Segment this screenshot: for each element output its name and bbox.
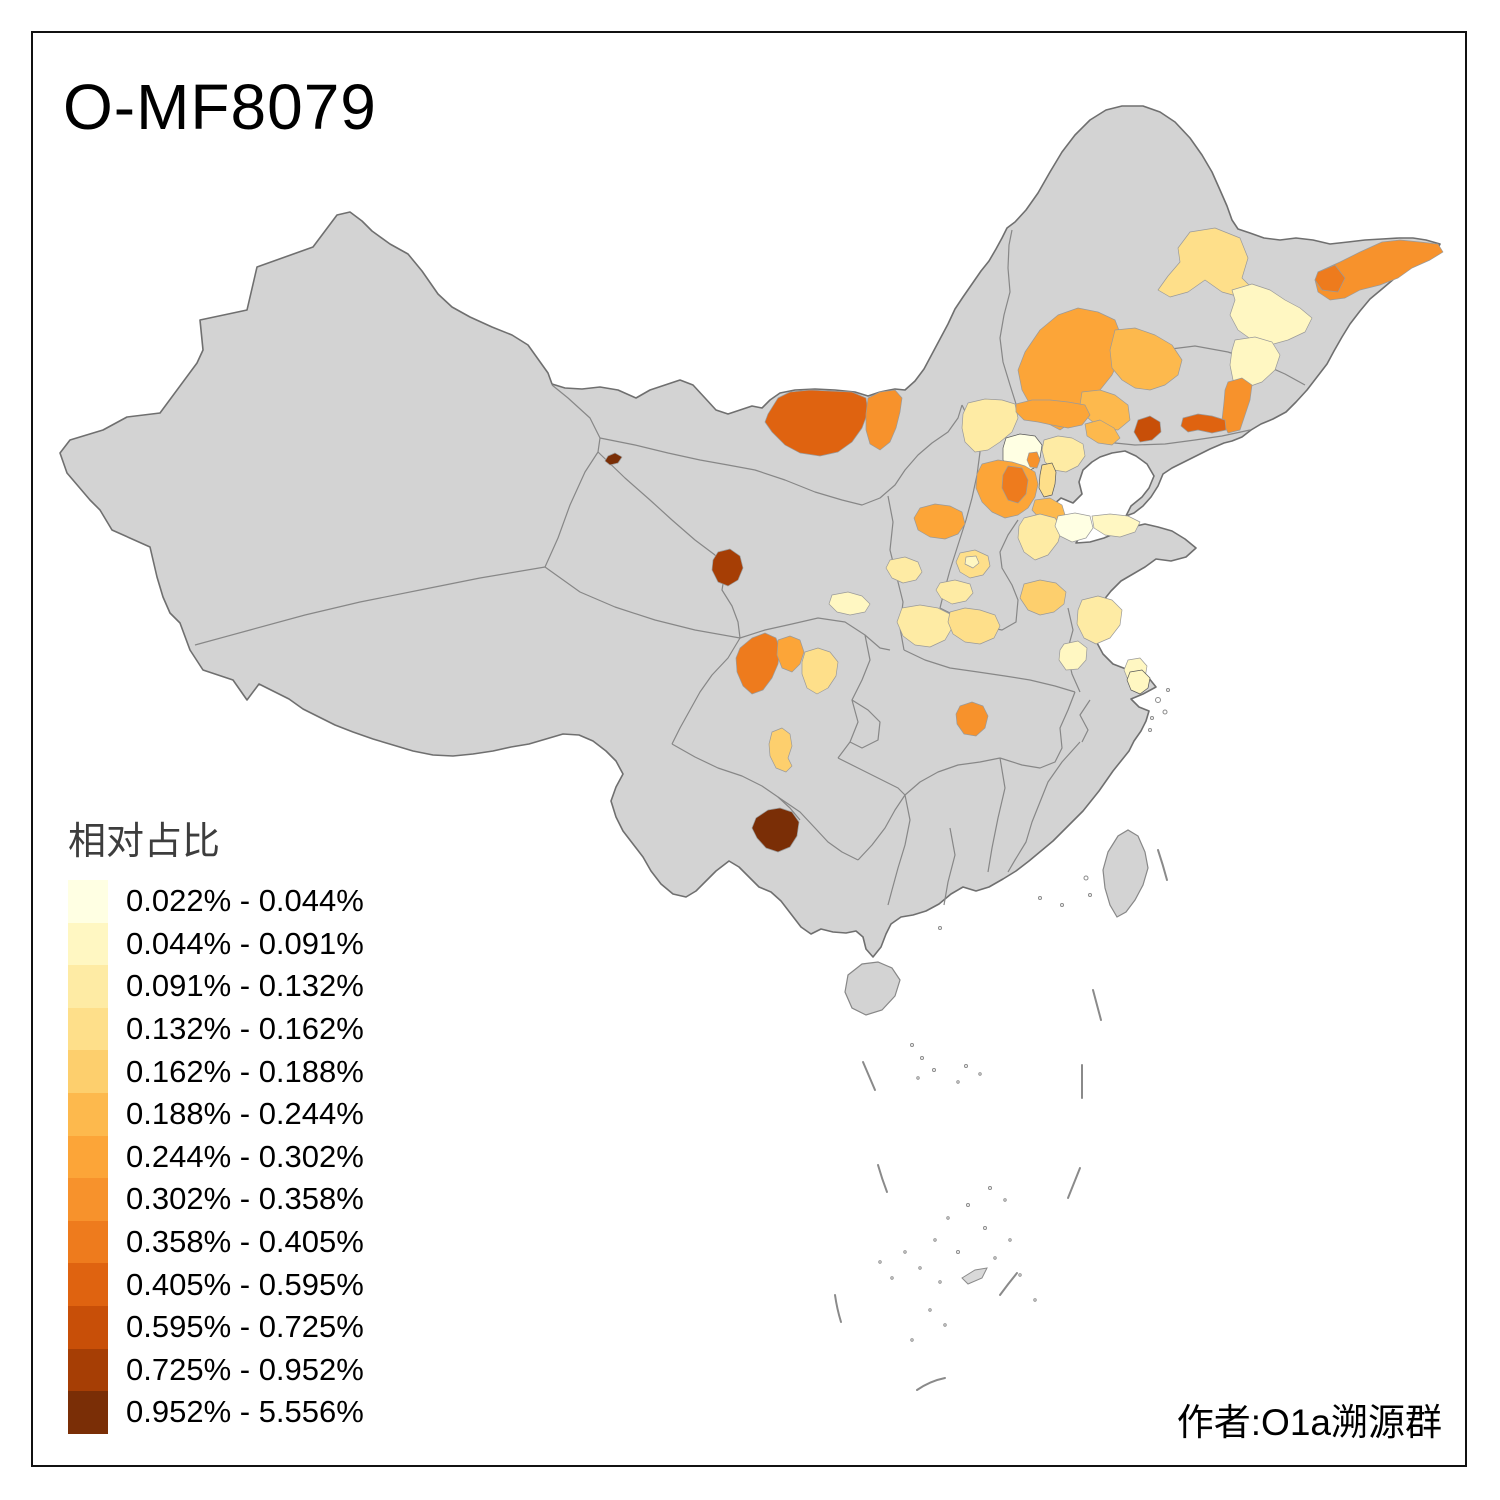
legend-row: 0.358% - 0.405% (68, 1220, 364, 1264)
map-region (1157, 227, 1253, 298)
map-region (1314, 239, 1444, 301)
map-region (1126, 669, 1151, 695)
legend-label: 0.044% - 0.091% (126, 925, 364, 961)
taiwan-island (1102, 829, 1149, 918)
colored-regions (604, 227, 1444, 853)
map-region (604, 452, 623, 466)
map-region (801, 647, 839, 695)
legend-swatch (68, 1391, 108, 1434)
map-region (828, 591, 871, 616)
map-region (1133, 415, 1162, 443)
legend-label: 0.952% - 5.556% (126, 1394, 364, 1430)
legend-label: 0.188% - 0.244% (126, 1096, 364, 1132)
legend-swatch (68, 1178, 108, 1221)
legend: 相对占比 0.022% - 0.044% 0.044% - 0.091% 0.091… (68, 810, 364, 1434)
map-region (1038, 462, 1057, 498)
legend-row: 0.091% - 0.132% (68, 965, 364, 1008)
legend-label: 0.244% - 0.302% (126, 1138, 364, 1174)
legend-row: 0.022% - 0.044% (68, 880, 364, 923)
map-region (1229, 283, 1313, 346)
legend-row: 0.595% - 0.725% (68, 1305, 364, 1349)
map-region (1229, 336, 1281, 389)
hainan-island (844, 961, 901, 1016)
legend-swatch (68, 922, 108, 966)
map-region (1015, 399, 1091, 429)
legend-label: 0.162% - 0.188% (126, 1053, 364, 1089)
map-region (935, 579, 974, 605)
map-region (1221, 377, 1253, 434)
legend-title: 相对占比 (68, 821, 221, 863)
map-region (1041, 435, 1086, 473)
map-region (1084, 419, 1121, 446)
map-region (1180, 413, 1227, 434)
legend-rows: 0.022% - 0.044% 0.044% - 0.091% 0.091% - 0… (68, 880, 364, 1434)
legend-swatch (68, 1305, 108, 1349)
south-sea-islets (878, 1043, 1037, 1342)
legend-row: 0.952% - 5.556% (68, 1391, 364, 1434)
legend-row: 0.244% - 0.302% (68, 1135, 364, 1179)
map-region (896, 604, 953, 648)
legend-swatch (68, 880, 108, 923)
map-region (1054, 512, 1094, 543)
legend-swatch (68, 1050, 108, 1093)
map-region (776, 635, 805, 673)
legend-swatch (68, 1135, 108, 1179)
map-region (885, 556, 923, 584)
attribution-text: 作者:O1a溯源群 (1176, 1402, 1442, 1443)
coastal-islets (938, 688, 1170, 930)
map-region (1026, 451, 1041, 469)
legend-row: 0.188% - 0.244% (68, 1092, 364, 1136)
legend-label: 0.022% - 0.044% (126, 883, 364, 919)
legend-row: 0.044% - 0.091% (68, 922, 364, 966)
map-region (1109, 327, 1183, 391)
legend-row: 0.162% - 0.188% (68, 1050, 364, 1093)
map-region (947, 607, 1001, 645)
map-region (1091, 513, 1141, 538)
map-region (1017, 513, 1063, 561)
legend-swatch (68, 1348, 108, 1392)
legend-label: 0.595% - 0.725% (126, 1309, 364, 1345)
legend-row: 0.725% - 0.952% (68, 1348, 364, 1392)
map-region (768, 727, 793, 773)
map-region (1058, 640, 1088, 671)
legend-swatch (68, 1007, 108, 1051)
map-region (955, 701, 989, 737)
map-region (1314, 264, 1346, 293)
legend-swatch (68, 1220, 108, 1264)
legend-label: 0.091% - 0.132% (126, 968, 364, 1004)
legend-row: 0.405% - 0.595% (68, 1263, 364, 1306)
legend-swatch (68, 965, 108, 1008)
legend-label: 0.725% - 0.952% (126, 1351, 364, 1387)
map-region (1001, 465, 1029, 504)
nine-dash-line (834, 849, 1168, 1391)
chart-title: O-MF8079 (63, 71, 377, 143)
map-region (1019, 579, 1067, 616)
legend-swatch (68, 1263, 108, 1306)
map-region (961, 398, 1019, 453)
map-region (964, 555, 980, 569)
legend-label: 0.132% - 0.162% (126, 1011, 364, 1047)
province-borders (194, 229, 1306, 906)
map-region (865, 389, 903, 451)
legend-row: 0.302% - 0.358% (68, 1178, 364, 1221)
legend-label: 0.358% - 0.405% (126, 1224, 364, 1260)
map-region (913, 503, 966, 540)
map-region (735, 632, 781, 695)
map-region (751, 807, 800, 853)
legend-row: 0.132% - 0.162% (68, 1007, 364, 1051)
map-region (1076, 595, 1123, 645)
map-region (711, 548, 744, 587)
map-region (764, 389, 869, 457)
legend-label: 0.302% - 0.358% (126, 1181, 364, 1217)
legend-label: 0.405% - 0.595% (126, 1266, 364, 1302)
legend-swatch (68, 1092, 108, 1136)
